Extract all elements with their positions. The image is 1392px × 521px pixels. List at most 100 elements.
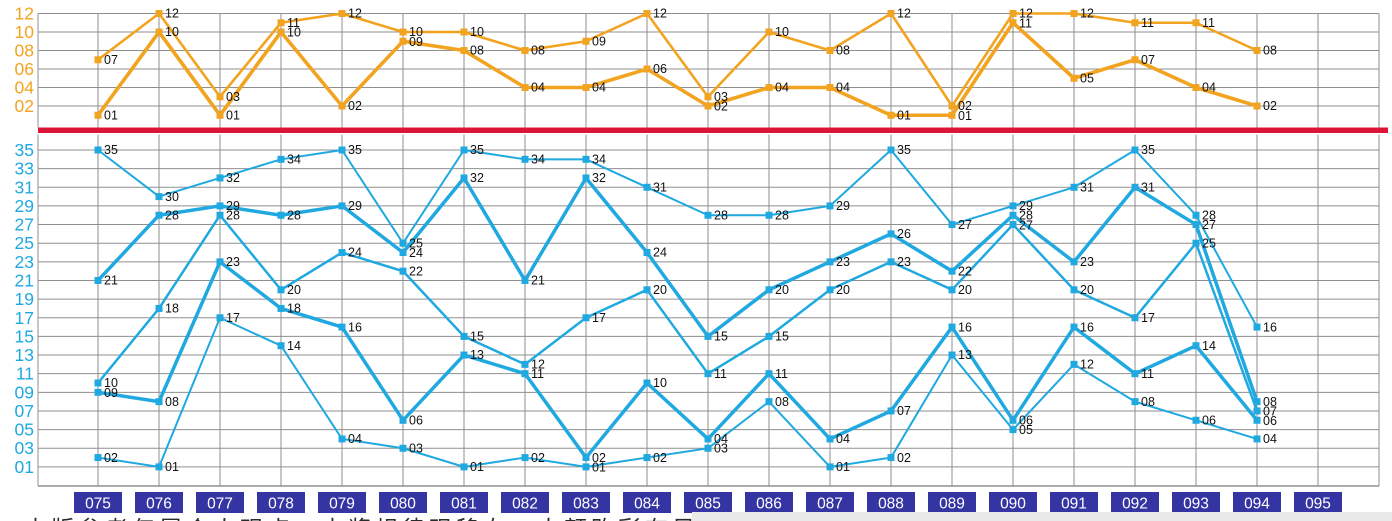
data-point-label: 12 — [348, 7, 362, 21]
data-point-label: 22 — [958, 264, 972, 278]
data-point-label: 24 — [348, 246, 362, 260]
data-point-label: 01 — [165, 460, 179, 474]
data-point-label: 13 — [958, 348, 972, 362]
data-point-marker — [94, 388, 102, 396]
data-point-marker — [765, 84, 773, 91]
data-point-label: 23 — [226, 255, 240, 269]
data-point-label: 06 — [409, 413, 423, 427]
data-point-label: 10 — [775, 25, 789, 39]
data-point-label: 02 — [592, 451, 606, 465]
issue-label-box — [318, 492, 366, 513]
issue-label: 079 — [329, 496, 355, 513]
data-point-marker — [765, 370, 773, 378]
data-point-label: 21 — [104, 274, 118, 288]
data-point-label: 10 — [104, 376, 118, 390]
data-point-marker — [704, 332, 712, 340]
data-point-marker — [765, 286, 773, 294]
data-point-label: 27 — [958, 218, 972, 232]
issue-label-box — [989, 492, 1037, 513]
data-point-marker — [1131, 314, 1139, 322]
data-point-label: 11 — [1202, 16, 1215, 30]
y-tick-label-front: 25 — [15, 233, 34, 253]
issue-label-box — [1172, 492, 1220, 513]
issue-label: 075 — [85, 496, 111, 513]
data-point-marker — [887, 146, 895, 154]
data-point-label: 27 — [1019, 218, 1033, 232]
data-point-marker — [948, 221, 956, 229]
issue-label-box — [257, 492, 305, 513]
data-point-marker — [277, 304, 285, 312]
data-point-marker — [704, 93, 712, 101]
data-point-marker — [887, 111, 895, 119]
data-point-label: 28 — [165, 208, 179, 222]
data-point-label: 17 — [592, 311, 606, 325]
data-point-marker — [1009, 426, 1017, 434]
data-point-label: 20 — [775, 283, 789, 297]
data-point-label: 02 — [531, 451, 545, 465]
data-point-marker — [1253, 416, 1261, 424]
data-point-label: 17 — [1141, 311, 1155, 325]
issue-label-box — [501, 492, 549, 513]
data-point-marker — [704, 102, 712, 110]
data-point-label: 04 — [775, 81, 789, 95]
data-point-marker — [826, 435, 834, 443]
data-point-label: 01 — [836, 460, 850, 474]
data-point-marker — [1192, 221, 1200, 229]
data-point-label: 02 — [714, 100, 728, 114]
data-point-marker — [338, 146, 346, 154]
data-point-marker — [216, 111, 224, 119]
y-tick-label-back: 06 — [15, 59, 34, 79]
issue-label-box — [928, 492, 976, 513]
data-point-marker — [338, 435, 346, 443]
data-point-label: 35 — [104, 143, 118, 157]
y-tick-label-front: 05 — [15, 420, 34, 440]
data-point-label: 32 — [592, 171, 606, 185]
data-point-label: 32 — [470, 171, 484, 185]
data-point-label: 34 — [592, 153, 606, 167]
y-tick-label-front: 17 — [15, 308, 34, 328]
y-tick-label-front: 35 — [15, 140, 34, 160]
issue-label: 093 — [1183, 496, 1209, 513]
y-tick-label-front: 21 — [15, 270, 34, 290]
issue-label: 085 — [695, 496, 721, 513]
data-point-marker — [643, 249, 651, 257]
data-point-label: 15 — [714, 330, 728, 344]
data-point-label: 08 — [531, 44, 545, 58]
trend-line-front-3 — [97, 213, 1259, 412]
data-point-marker — [643, 379, 651, 387]
data-point-marker — [460, 47, 468, 54]
y-tick-label-front: 31 — [15, 177, 34, 197]
y-tick-label-front: 33 — [15, 159, 34, 179]
data-point-marker — [582, 314, 590, 322]
data-point-marker — [887, 258, 895, 266]
data-point-label: 29 — [836, 199, 850, 213]
issue-label: 082 — [512, 496, 538, 513]
data-point-label: 29 — [1019, 199, 1033, 213]
data-point-marker — [1192, 19, 1200, 27]
data-point-marker — [704, 370, 712, 378]
data-point-label: 28 — [1019, 209, 1033, 223]
data-point-label: 11 — [1019, 16, 1032, 30]
data-point-marker — [1009, 19, 1017, 27]
issue-label-box — [623, 492, 671, 513]
data-point-label: 34 — [287, 153, 301, 167]
data-point-label: 04 — [592, 81, 606, 95]
data-point-marker — [216, 93, 224, 101]
data-point-marker — [1253, 407, 1261, 415]
data-point-label: 01 — [592, 460, 606, 474]
data-point-marker — [1131, 398, 1139, 406]
data-point-marker — [1192, 211, 1200, 219]
y-tick-label-front: 13 — [15, 345, 34, 365]
data-point-label: 15 — [470, 330, 484, 344]
y-tick-label-front: 29 — [15, 196, 34, 216]
data-point-marker — [94, 111, 102, 119]
data-point-marker — [1253, 47, 1261, 54]
issue-label: 087 — [817, 496, 843, 513]
issue-label-box — [1050, 492, 1098, 513]
data-point-marker — [1131, 370, 1139, 378]
data-point-label: 05 — [1019, 423, 1033, 437]
data-point-label: 07 — [897, 404, 911, 418]
data-point-marker — [1070, 74, 1078, 82]
data-point-label: 11 — [775, 367, 788, 381]
